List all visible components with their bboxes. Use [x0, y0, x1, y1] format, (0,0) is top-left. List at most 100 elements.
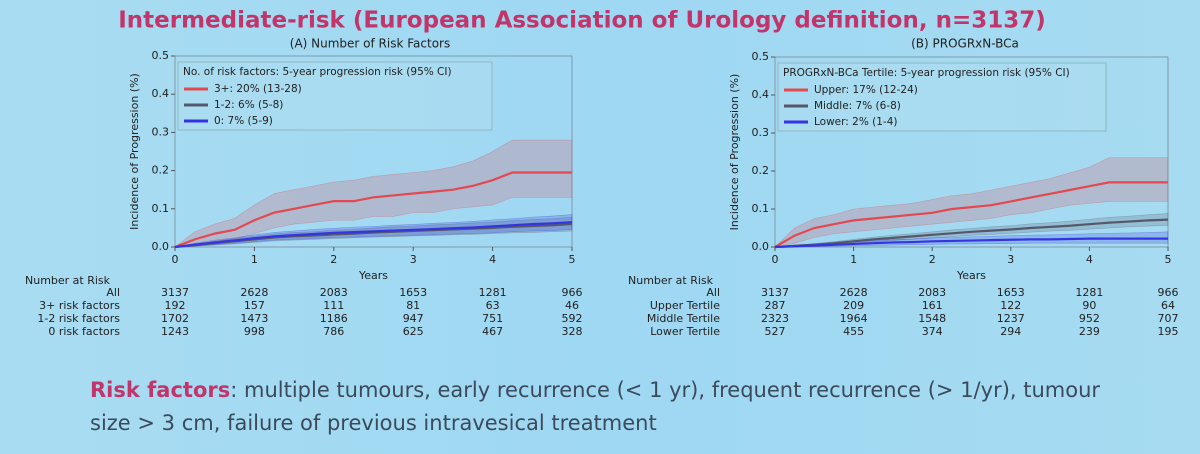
- x-tick-label: 5: [1165, 253, 1172, 266]
- risk-count: 998: [244, 325, 265, 338]
- y-axis-label: Incidence of Progression (%): [128, 73, 141, 230]
- risk-count: 527: [765, 325, 786, 338]
- risk-count: 239: [1079, 325, 1100, 338]
- risk-count: 81: [406, 299, 420, 312]
- x-tick-label: 2: [330, 253, 337, 266]
- y-tick-label: 0.0: [752, 240, 770, 253]
- risk-row-label: All: [106, 286, 120, 299]
- chart-title: (B) PROGRxN-BCa: [911, 37, 1019, 51]
- legend-title: No. of risk factors: 5-year progression …: [183, 66, 452, 78]
- risk-count: 195: [1158, 325, 1179, 338]
- risk-row-label: Middle Tertile: [647, 312, 720, 325]
- chart-title: (A) Number of Risk Factors: [290, 37, 450, 51]
- y-tick-label: 0.4: [752, 88, 770, 101]
- incidence-line: [174, 221, 573, 249]
- footnote-label: Risk factors: [90, 378, 231, 402]
- risk-count: 751: [482, 312, 503, 325]
- confidence-band: [173, 139, 573, 248]
- x-tick-label: 2: [929, 253, 936, 266]
- confidence-band: [774, 157, 1169, 248]
- risk-table-title: Number at Risk: [628, 274, 714, 287]
- risk-count: 966: [1158, 286, 1179, 299]
- risk-count: 455: [843, 325, 864, 338]
- risk-count: 625: [403, 325, 424, 338]
- risk-count: 374: [922, 325, 943, 338]
- risk-count: 707: [1158, 312, 1179, 325]
- risk-count: 1281: [479, 286, 507, 299]
- legend-box: [777, 62, 1107, 132]
- risk-count: 2628: [240, 286, 268, 299]
- footnote: Risk factors: multiple tumours, early re…: [90, 374, 1130, 440]
- legend-label: Middle: 7% (6-8): [814, 100, 901, 112]
- risk-count: 192: [165, 299, 186, 312]
- risk-count: 952: [1079, 312, 1100, 325]
- legend-label: 1-2: 6% (5-8): [214, 99, 283, 111]
- risk-count: 63: [486, 299, 500, 312]
- risk-count: 287: [765, 299, 786, 312]
- x-tick-label: 0: [172, 253, 179, 266]
- risk-count: 161: [922, 299, 943, 312]
- risk-count: 2628: [840, 286, 868, 299]
- risk-count: 209: [843, 299, 864, 312]
- slide-title: Intermediate-risk (European Association …: [118, 8, 1046, 34]
- risk-count: 467: [482, 325, 503, 338]
- y-tick-label: 0.2: [752, 164, 770, 177]
- risk-count: 2083: [918, 286, 946, 299]
- x-tick-label: 5: [569, 253, 576, 266]
- x-tick-label: 1: [850, 253, 857, 266]
- risk-count: 64: [1161, 299, 1175, 312]
- legend-label: 3+: 20% (13-28): [214, 83, 302, 95]
- risk-row-label: 0 risk factors: [48, 325, 120, 338]
- y-tick-label: 0.2: [152, 164, 170, 177]
- risk-count: 3137: [761, 286, 789, 299]
- risk-count: 157: [244, 299, 265, 312]
- risk-count: 1653: [997, 286, 1025, 299]
- risk-count: 947: [403, 312, 424, 325]
- y-tick-label: 0.5: [752, 50, 770, 63]
- incidence-line: [174, 171, 572, 249]
- x-axis-label: Years: [358, 269, 388, 282]
- y-tick-label: 0.3: [752, 126, 770, 139]
- risk-row-label: Upper Tertile: [650, 299, 720, 312]
- y-tick-label: 0.1: [752, 202, 770, 215]
- risk-count: 90: [1082, 299, 1096, 312]
- risk-count: 1237: [997, 312, 1025, 325]
- risk-table-title: Number at Risk: [25, 274, 111, 287]
- risk-row-label: 1-2 risk factors: [37, 312, 120, 325]
- risk-count: 592: [562, 312, 583, 325]
- plot-frame: [774, 56, 1169, 248]
- risk-count: 1653: [399, 286, 427, 299]
- risk-count: 1243: [161, 325, 189, 338]
- legend-title: PROGRxN-BCa Tertile: 5-year progression …: [783, 67, 1070, 79]
- risk-row-label: All: [706, 286, 720, 299]
- plot-frame: [174, 55, 573, 248]
- risk-count: 46: [565, 299, 579, 312]
- x-tick-label: 4: [489, 253, 496, 266]
- risk-count: 1186: [320, 312, 348, 325]
- incidence-line: [774, 218, 1169, 249]
- risk-count: 294: [1000, 325, 1021, 338]
- legend-label: 0: 7% (5-9): [214, 115, 273, 127]
- risk-count: 1964: [840, 312, 868, 325]
- risk-count: 966: [562, 286, 583, 299]
- y-axis-label: Incidence of Progression (%): [728, 74, 741, 231]
- y-tick-label: 0.0: [152, 240, 170, 253]
- risk-count: 1281: [1075, 286, 1103, 299]
- risk-count: 786: [323, 325, 344, 338]
- x-tick-label: 1: [251, 253, 258, 266]
- y-tick-label: 0.1: [152, 202, 170, 215]
- y-tick-label: 0.4: [152, 87, 170, 100]
- footnote-text: : multiple tumours, early recurrence (< …: [90, 378, 1101, 435]
- incidence-line: [774, 237, 1168, 249]
- x-axis-label: Years: [956, 269, 986, 282]
- x-tick-label: 3: [410, 253, 417, 266]
- risk-count: 328: [562, 325, 583, 338]
- risk-count: 1473: [240, 312, 268, 325]
- risk-count: 111: [323, 299, 344, 312]
- incidence-line: [774, 181, 1168, 248]
- y-tick-label: 0.5: [152, 49, 170, 62]
- x-tick-label: 4: [1086, 253, 1093, 266]
- x-tick-label: 0: [772, 253, 779, 266]
